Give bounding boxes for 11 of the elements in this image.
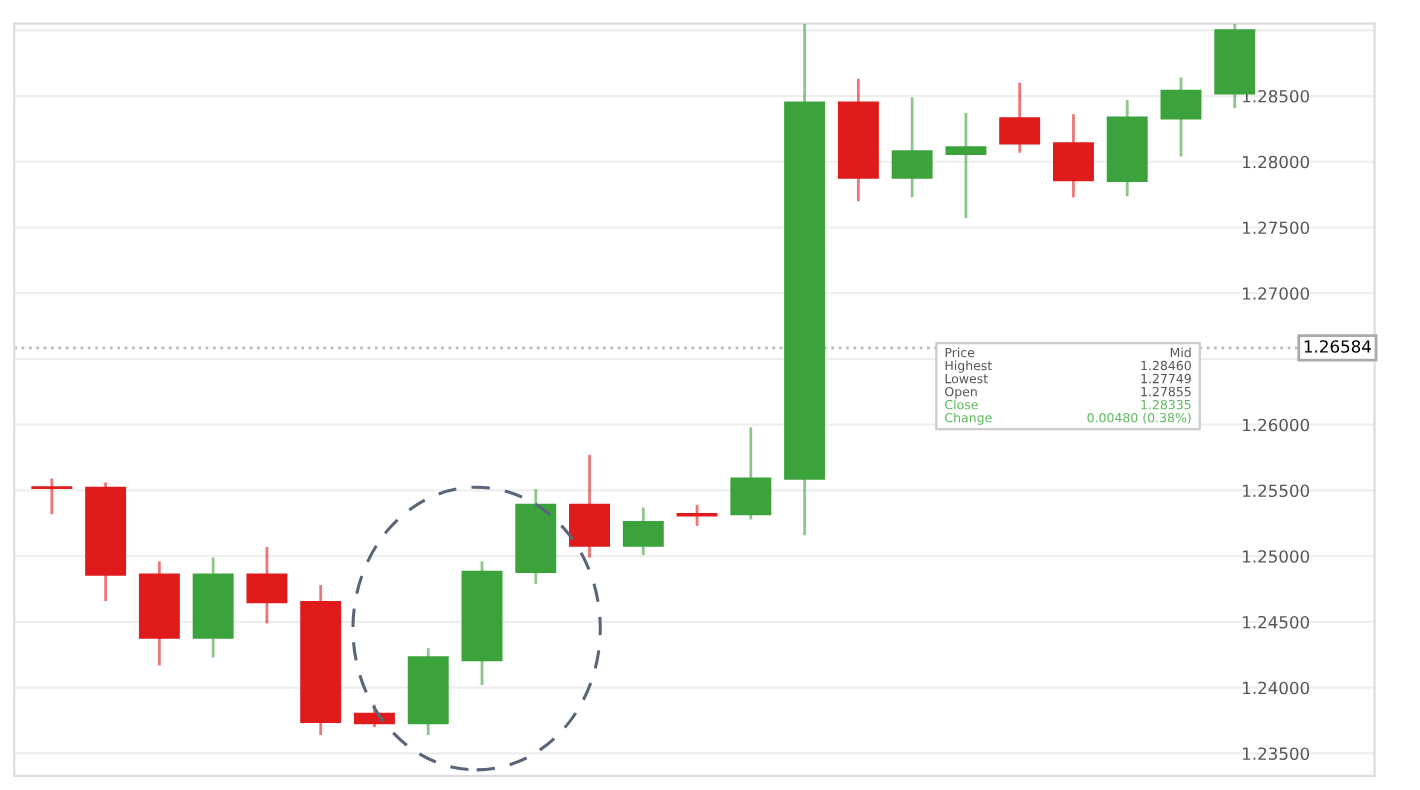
y-tick-label: 1.28000 — [1243, 155, 1310, 169]
y-tick-label: 1.25000 — [1243, 550, 1310, 563]
y-tick-label: 1.27500 — [1243, 221, 1310, 235]
y-tick-label: 1.27000 — [1243, 287, 1310, 300]
y-tick-label: 1.26000 — [1243, 418, 1310, 432]
y-tick-label: 1.28500 — [1243, 89, 1310, 103]
y-tick-label: 1.24000 — [1243, 681, 1310, 695]
ref-line-label: 1.26584 — [1304, 340, 1371, 353]
y-tick-label: 1.25500 — [1243, 484, 1310, 498]
y-tick-label: 1.23500 — [1243, 747, 1310, 760]
y-tick-label: 1.24500 — [1243, 615, 1310, 629]
